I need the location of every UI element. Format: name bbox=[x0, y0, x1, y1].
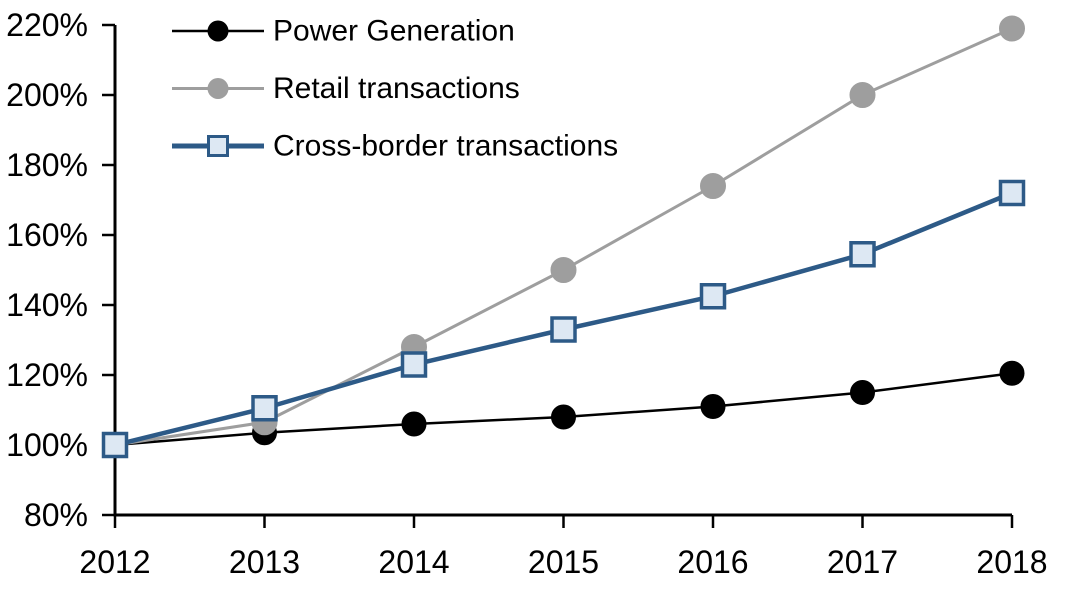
legend-label-power-generation: Power Generation bbox=[273, 15, 515, 48]
x-tick-label: 2014 bbox=[378, 544, 449, 580]
legend-item-power-generation: Power Generation bbox=[172, 15, 515, 48]
legend-label-retail-transactions: Retail transactions bbox=[273, 72, 520, 105]
legend-marker-power-generation-icon bbox=[207, 20, 229, 42]
legend-item-retail-transactions: Retail transactions bbox=[172, 72, 520, 105]
marker-power-generation-2016 bbox=[700, 394, 726, 419]
marker-power-generation-2017 bbox=[850, 380, 875, 405]
y-axis: 80% 100% 120% 140% 160% 180% 200% 220% bbox=[6, 7, 117, 533]
marker-cross-border-transactions-2018 bbox=[998, 179, 1026, 207]
y-tick-label: 180% bbox=[6, 147, 88, 183]
legend-label-cross-border-transactions: Cross-border transactions bbox=[273, 130, 618, 163]
legend-marker-retail-transactions-icon bbox=[207, 78, 229, 99]
y-tick-label: 200% bbox=[6, 77, 88, 113]
marker-retail-transactions-2016 bbox=[700, 173, 726, 199]
series-line-retail-transactions bbox=[114, 27, 1013, 447]
y-tick-label: 120% bbox=[6, 357, 88, 393]
marker-cross-border-transactions-2015 bbox=[550, 316, 577, 343]
x-axis: 2012 2013 2014 2015 2016 2017 2018 bbox=[79, 513, 1048, 580]
y-tick-label: 220% bbox=[6, 7, 88, 43]
x-tick-label: 2012 bbox=[79, 544, 150, 580]
marker-power-generation-2018 bbox=[999, 360, 1025, 386]
marker-retail-transactions-2015 bbox=[550, 257, 577, 283]
marker-power-generation-2015 bbox=[551, 404, 576, 430]
marker-cross-border-transactions-2013 bbox=[251, 395, 278, 422]
marker-cross-border-transactions-2014 bbox=[400, 351, 428, 378]
series-plot-area bbox=[101, 15, 1026, 459]
marker-retail-transactions-2017 bbox=[849, 82, 876, 108]
legend-marker-cross-border-transactions-icon bbox=[207, 135, 229, 157]
marker-power-generation-2014 bbox=[401, 411, 427, 437]
marker-cross-border-transactions-2012 bbox=[101, 431, 129, 459]
y-tick-label: 80% bbox=[24, 497, 88, 533]
x-tick-label: 2016 bbox=[677, 544, 748, 580]
marker-cross-border-transactions-2016 bbox=[699, 283, 727, 310]
y-tick-label: 160% bbox=[6, 217, 88, 253]
y-tick-label: 100% bbox=[6, 427, 88, 463]
marker-cross-border-transactions-2017 bbox=[849, 241, 876, 268]
marker-retail-transactions-2018 bbox=[999, 15, 1025, 42]
legend-item-cross-border-transactions: Cross-border transactions bbox=[172, 130, 618, 163]
x-tick-label: 2018 bbox=[976, 544, 1047, 580]
x-tick-label: 2015 bbox=[528, 544, 599, 580]
x-tick-label: 2013 bbox=[229, 544, 300, 580]
legend: Power Generation Retail transactions Cross… bbox=[172, 15, 618, 163]
x-tick-label: 2017 bbox=[827, 544, 898, 580]
y-tick-label: 140% bbox=[6, 287, 88, 323]
